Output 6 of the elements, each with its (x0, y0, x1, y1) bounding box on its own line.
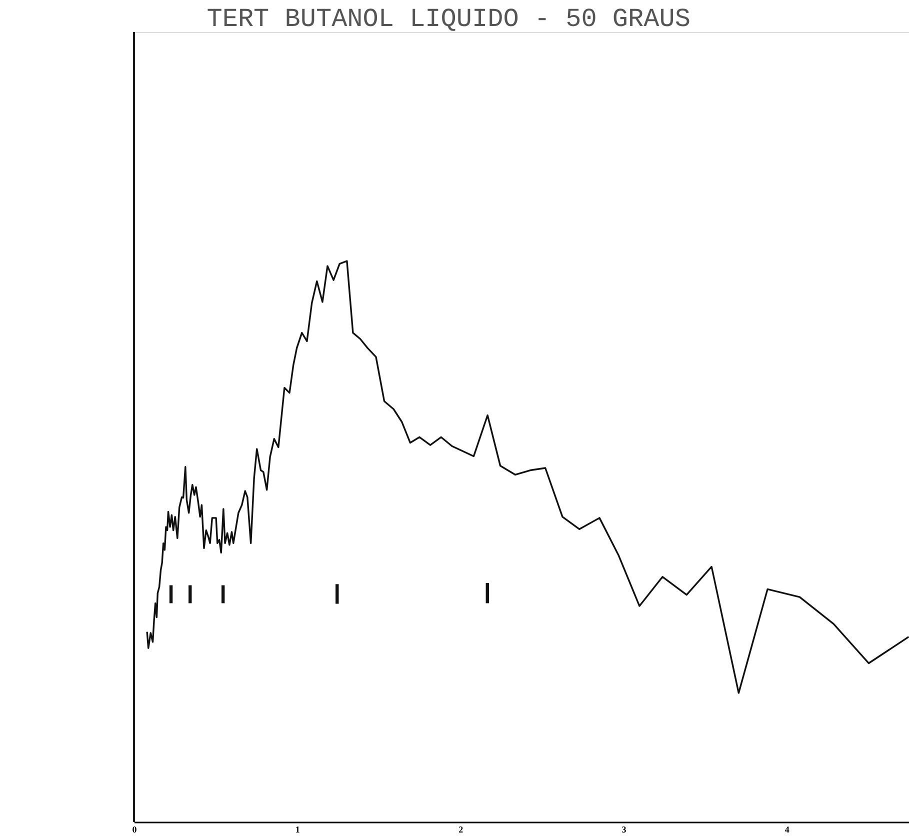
x-tick-label: 3 (622, 824, 627, 834)
x-tick-label: 4 (784, 824, 790, 834)
x-tick-label: 0 (132, 824, 138, 834)
x-tick-label: 1 (295, 824, 300, 834)
chart-title: TERT BUTANOL LIQUIDO - 50 GRAUS (206, 4, 690, 34)
x-tick-label: 2 (458, 824, 464, 834)
